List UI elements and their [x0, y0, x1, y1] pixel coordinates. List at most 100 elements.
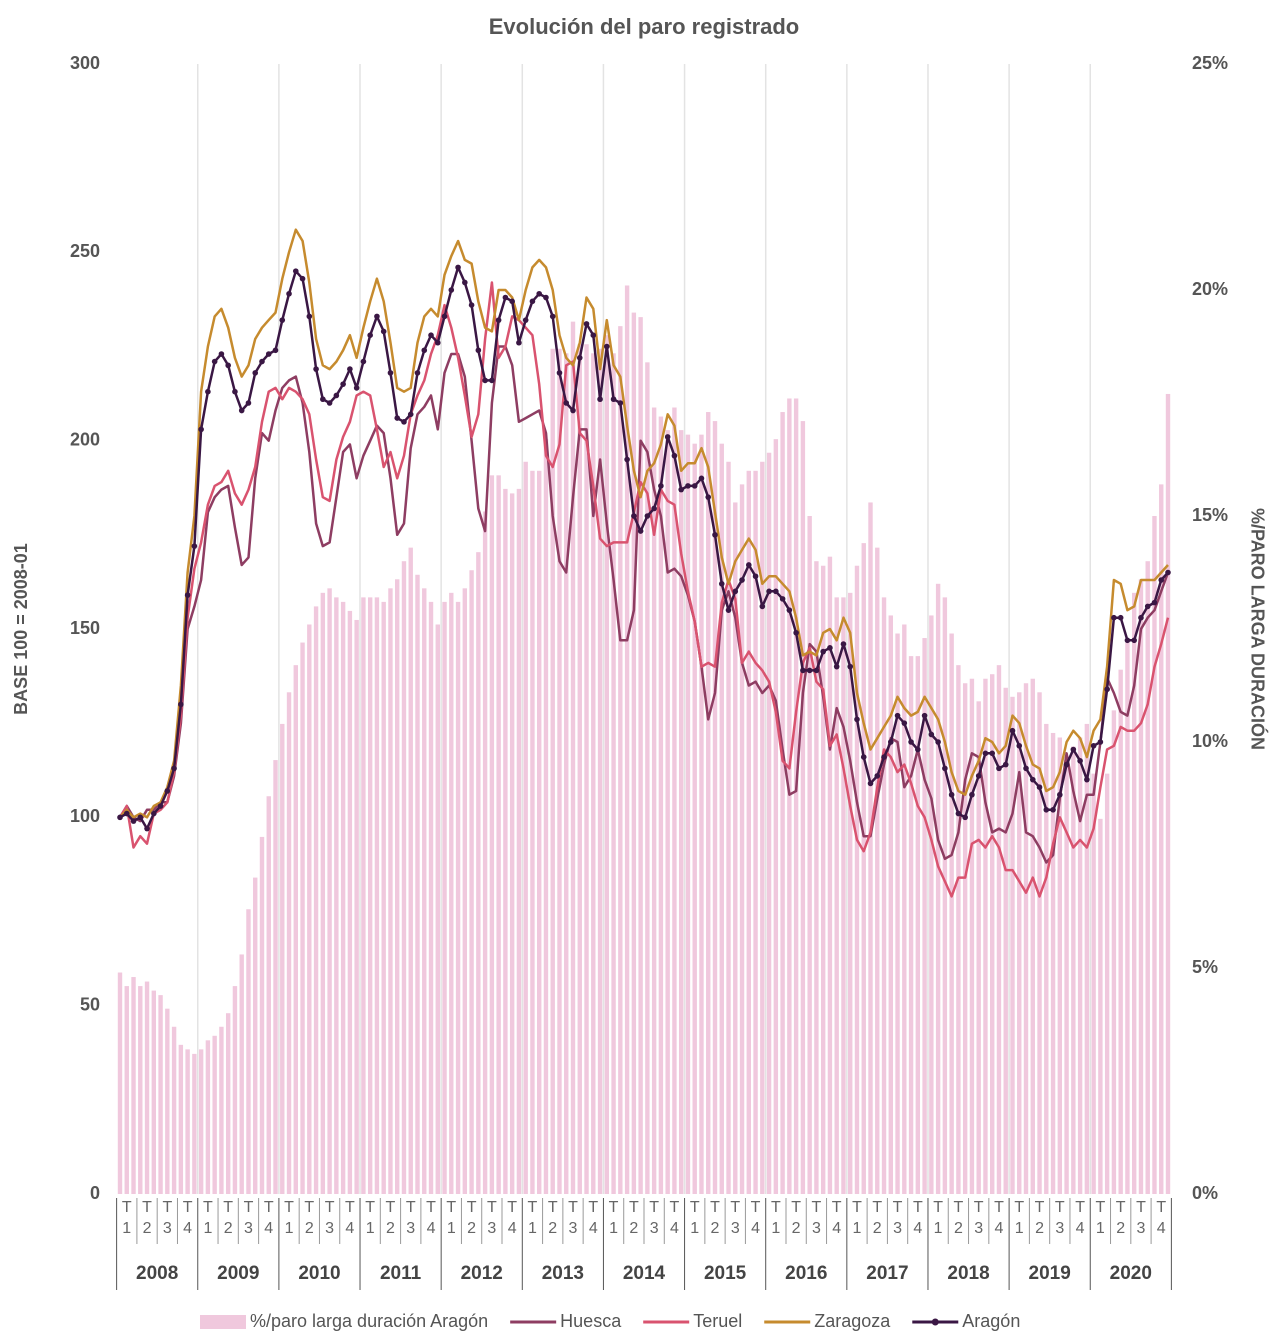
- bar: [334, 597, 339, 1194]
- year-label: 2017: [866, 1263, 908, 1284]
- marker: [245, 400, 252, 406]
- y-tick-label: 200: [70, 429, 100, 449]
- bar: [651, 407, 657, 1194]
- marker: [881, 754, 887, 760]
- bar: [253, 877, 258, 1194]
- bar: [509, 493, 515, 1194]
- marker: [1050, 807, 1056, 813]
- bar: [367, 597, 373, 1194]
- bar: [760, 461, 765, 1194]
- bar: [516, 488, 522, 1194]
- bar: [1159, 484, 1164, 1194]
- bar: [158, 995, 163, 1194]
- marker: [448, 287, 455, 293]
- marker: [347, 366, 353, 372]
- marker: [306, 313, 313, 320]
- marker: [1043, 807, 1050, 813]
- marker: [340, 381, 346, 387]
- marker: [1029, 776, 1036, 783]
- marker: [698, 475, 705, 482]
- bar: [401, 561, 407, 1194]
- bar: [165, 1008, 170, 1194]
- year-label: 2012: [461, 1263, 503, 1284]
- bar: [787, 398, 792, 1195]
- marker: [691, 483, 698, 489]
- marker: [1023, 765, 1029, 772]
- bar: [313, 606, 319, 1194]
- marker: [962, 814, 968, 821]
- marker: [1063, 761, 1070, 768]
- marker: [739, 577, 745, 583]
- bar: [266, 796, 271, 1194]
- marker: [827, 645, 833, 651]
- y-tick-label: 150: [70, 618, 100, 638]
- year-label: 2011: [380, 1263, 422, 1284]
- marker: [502, 294, 509, 301]
- bar: [1017, 692, 1022, 1194]
- bar: [719, 443, 724, 1194]
- bar: [638, 317, 643, 1194]
- bar: [733, 502, 738, 1194]
- marker: [225, 362, 231, 369]
- legend-swatch: [200, 1315, 246, 1329]
- marker: [766, 588, 772, 595]
- marker: [671, 452, 678, 459]
- bar: [354, 619, 359, 1194]
- marker: [468, 302, 475, 308]
- bar: [280, 723, 285, 1194]
- marker: [475, 347, 482, 354]
- marker: [942, 765, 948, 772]
- marker: [617, 400, 624, 406]
- marker: [779, 596, 786, 602]
- bar: [320, 592, 326, 1194]
- bar: [395, 579, 400, 1194]
- bar: [1165, 393, 1171, 1195]
- marker: [367, 332, 373, 339]
- y-tick-label: 0: [90, 1183, 100, 1203]
- bar: [935, 583, 941, 1194]
- marker: [570, 407, 576, 414]
- marker: [793, 629, 799, 636]
- bar: [645, 362, 650, 1194]
- bar: [1003, 687, 1008, 1194]
- bar: [489, 475, 495, 1194]
- marker: [198, 426, 204, 433]
- marker: [536, 290, 542, 297]
- bar: [895, 633, 900, 1194]
- bar: [956, 665, 961, 1194]
- bar: [1030, 678, 1035, 1194]
- marker: [935, 739, 941, 745]
- bar: [307, 624, 312, 1194]
- marker: [759, 603, 766, 610]
- marker: [644, 513, 651, 519]
- marker: [773, 588, 779, 595]
- bar: [259, 836, 265, 1194]
- bar: [692, 443, 697, 1194]
- marker: [144, 825, 150, 832]
- bar: [875, 547, 880, 1194]
- marker: [604, 343, 610, 350]
- bar: [929, 615, 934, 1194]
- marker: [894, 712, 901, 719]
- marker: [955, 810, 962, 817]
- marker: [441, 313, 448, 320]
- marker: [151, 810, 157, 817]
- marker: [833, 663, 840, 670]
- bar: [225, 1013, 231, 1194]
- bar: [793, 398, 799, 1195]
- legend-label: Aragón: [962, 1311, 1020, 1331]
- marker: [123, 810, 130, 817]
- marker: [211, 358, 218, 365]
- marker: [495, 317, 502, 323]
